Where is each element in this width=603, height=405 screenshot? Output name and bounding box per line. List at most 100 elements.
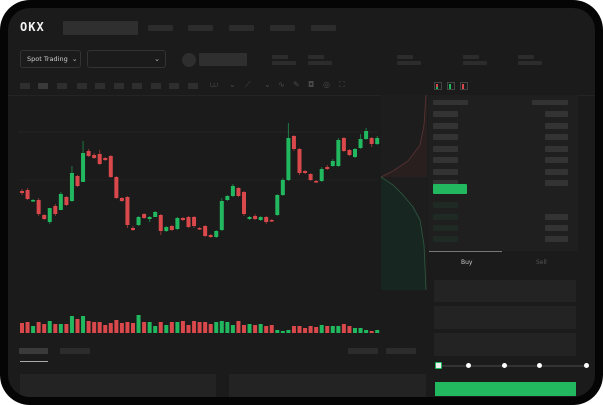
slider-handle[interactable] — [435, 362, 442, 369]
line-tool-icon[interactable]: ∿ — [278, 80, 285, 89]
timeframe-button[interactable] — [188, 83, 198, 89]
stat-value — [518, 61, 542, 65]
candle — [219, 201, 224, 230]
price-display — [199, 53, 247, 66]
volume-bar — [131, 323, 135, 333]
buy-tab[interactable]: Buy — [461, 259, 473, 266]
order-amount — [545, 157, 568, 163]
bid-price[interactable] — [433, 202, 458, 208]
nav-item[interactable] — [229, 25, 254, 31]
volume-bar — [114, 320, 119, 333]
volume-bar — [97, 322, 102, 333]
volume-bar — [36, 322, 41, 333]
ask-price[interactable] — [433, 169, 458, 175]
total-input[interactable] — [434, 333, 576, 356]
candle — [264, 217, 269, 222]
candlestick-chart[interactable] — [8, 95, 428, 345]
volume-bar — [286, 330, 291, 333]
stat-label — [518, 55, 534, 59]
bid-price[interactable] — [433, 236, 458, 242]
volume-bar — [369, 331, 374, 333]
orderbook-both-icon[interactable] — [434, 82, 442, 90]
timeframe-button[interactable] — [57, 83, 67, 89]
candle — [358, 139, 363, 148]
bid-price[interactable] — [433, 214, 458, 220]
volume-bar — [253, 325, 258, 333]
tab-open-orders[interactable] — [19, 348, 48, 354]
volume-bar — [353, 328, 357, 333]
slider-step-25[interactable] — [466, 363, 471, 368]
candle — [197, 228, 202, 230]
chevron-down-icon[interactable]: ⌄ — [264, 80, 271, 89]
candle — [375, 138, 380, 144]
depth-bids-line — [380, 176, 427, 291]
okx-logo[interactable]: OKX — [20, 20, 45, 34]
app-screen: OKX Spot Trading ⌄ ⌄ ⩊ ⌄ ⟋ ⌄ ∿ ✎ ◘ ◎ ⛶ — [8, 8, 595, 397]
candle — [119, 198, 124, 201]
volume-bar — [142, 322, 147, 333]
bid-price[interactable] — [433, 225, 458, 231]
filter-button[interactable] — [386, 348, 416, 354]
camera-icon[interactable]: ◘ — [308, 80, 315, 89]
slider-step-75[interactable] — [537, 363, 542, 368]
amount-slider[interactable] — [439, 365, 589, 367]
ask-price[interactable] — [433, 146, 458, 152]
ask-price[interactable] — [433, 180, 458, 186]
nav-item[interactable] — [270, 25, 295, 31]
volume-bar — [303, 328, 308, 333]
candle — [291, 136, 296, 149]
timeframe-button[interactable] — [114, 83, 124, 89]
timeframe-button-active[interactable] — [38, 83, 48, 89]
candle — [242, 192, 246, 214]
timeframe-button[interactable] — [20, 83, 30, 89]
timeframe-button[interactable] — [95, 83, 105, 89]
chevron-down-icon[interactable]: ⌄ — [229, 80, 236, 89]
buy-button[interactable] — [435, 382, 576, 396]
order-amount — [545, 225, 568, 231]
market-selector[interactable]: Spot Trading ⌄ — [20, 50, 81, 68]
timeframe-button[interactable] — [77, 83, 87, 89]
price-input[interactable] — [434, 280, 576, 302]
ask-price[interactable] — [433, 157, 458, 163]
volume-bar — [180, 321, 185, 333]
volume-bar — [247, 324, 252, 333]
candle — [341, 138, 346, 151]
timeframe-button[interactable] — [169, 83, 179, 89]
tab-order-history[interactable] — [60, 348, 90, 354]
volume-bar — [236, 321, 241, 333]
assets-panel — [229, 374, 426, 397]
candle — [92, 155, 97, 158]
candle — [108, 156, 113, 177]
timeframe-button[interactable] — [132, 83, 142, 89]
slider-step-100[interactable] — [584, 363, 589, 368]
indicator-icon[interactable]: ⟋ — [245, 80, 251, 89]
ask-price[interactable] — [433, 111, 458, 117]
sell-tab[interactable]: Sell — [536, 259, 547, 266]
nav-item[interactable] — [311, 25, 336, 31]
orderbook-bids-icon[interactable] — [447, 82, 455, 90]
ask-price[interactable] — [433, 123, 458, 129]
volume-bar — [20, 323, 24, 333]
candle — [269, 220, 274, 222]
volume-bar — [108, 323, 113, 333]
candle — [64, 197, 69, 205]
orderbook-asks-icon[interactable] — [460, 82, 468, 90]
pencil-icon[interactable]: ✎ — [293, 80, 300, 89]
candle — [131, 228, 135, 230]
search-bar[interactable] — [63, 21, 138, 35]
settings-icon[interactable]: ◎ — [323, 80, 330, 89]
amount-input[interactable] — [434, 306, 576, 329]
fullscreen-icon[interactable]: ⛶ — [339, 80, 345, 89]
slider-step-50[interactable] — [502, 363, 507, 368]
timeframe-button[interactable] — [151, 83, 161, 89]
pair-selector[interactable]: ⌄ — [87, 50, 166, 68]
filter-button[interactable] — [348, 348, 378, 354]
volume-bar — [375, 330, 380, 333]
nav-item[interactable] — [148, 25, 173, 31]
ask-price[interactable] — [433, 134, 458, 140]
nav-item[interactable] — [188, 25, 213, 31]
divider — [8, 95, 595, 96]
volume-bar — [158, 322, 163, 333]
candle-type-icon[interactable]: ⩊ — [210, 80, 219, 89]
volume-bar — [47, 321, 52, 333]
